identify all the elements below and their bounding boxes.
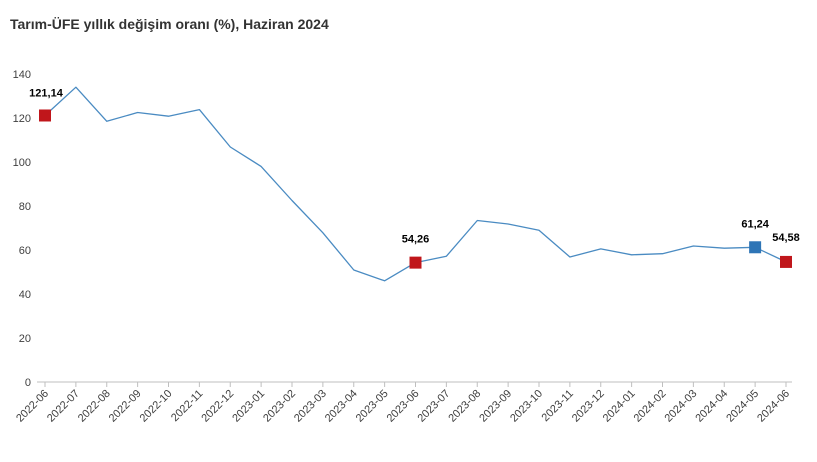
y-tick-label: 120 [13, 113, 31, 125]
x-tick-label: 2024-01 [601, 388, 638, 425]
x-tick-label: 2023-07 [415, 388, 452, 425]
x-tick-label: 2022-06 [14, 388, 51, 425]
data-label: 61,24 [741, 218, 769, 230]
y-tick-label: 20 [19, 333, 31, 345]
data-point-marker [409, 256, 422, 269]
x-tick-label: 2023-06 [385, 388, 422, 425]
x-tick-label: 2023-03 [292, 388, 329, 425]
x-tick-label: 2023-11 [540, 388, 576, 424]
x-tick-label: 2022-09 [107, 388, 144, 425]
x-tick-label: 2023-08 [446, 388, 483, 425]
data-point-marker [749, 241, 762, 254]
x-tick-label: 2023-05 [354, 388, 391, 425]
x-tick-label: 2022-10 [138, 388, 175, 425]
x-tick-label: 2023-10 [508, 388, 545, 425]
x-tick-label: 2023-01 [230, 388, 267, 425]
x-tick-label: 2023-09 [477, 388, 514, 425]
series-line [44, 86, 787, 282]
x-tick-label: 2024-06 [755, 388, 792, 425]
y-tick-label: 0 [25, 377, 31, 389]
x-tick-label: 2024-03 [662, 388, 699, 425]
data-label: 121,14 [29, 87, 64, 99]
y-tick-label: 100 [13, 157, 31, 169]
y-tick-label: 140 [13, 69, 31, 81]
x-tick-label: 2023-04 [323, 388, 360, 425]
x-tick-label: 2022-08 [76, 388, 113, 425]
data-point-marker [780, 255, 792, 268]
chart-title: Tarım-ÜFE yıllık değişim oranı (%), Hazi… [10, 16, 329, 32]
x-tick-label: 2024-02 [632, 388, 669, 425]
x-tick-label: 2024-04 [693, 388, 730, 425]
x-tick-label: 2022-12 [199, 388, 236, 425]
y-tick-label: 60 [19, 245, 31, 257]
y-tick-label: 40 [19, 289, 31, 301]
data-label: 54,58 [772, 232, 800, 244]
data-label: 54,26 [402, 234, 430, 246]
x-tick-label: 2024-05 [724, 388, 761, 425]
y-tick-label: 80 [19, 201, 31, 213]
x-tick-label: 2023-12 [570, 388, 607, 425]
data-point-marker [39, 109, 51, 122]
x-tick-label: 2023-02 [261, 388, 298, 425]
x-tick-label: 2022-07 [45, 388, 82, 425]
x-tick-label: 2022-11 [169, 388, 205, 424]
